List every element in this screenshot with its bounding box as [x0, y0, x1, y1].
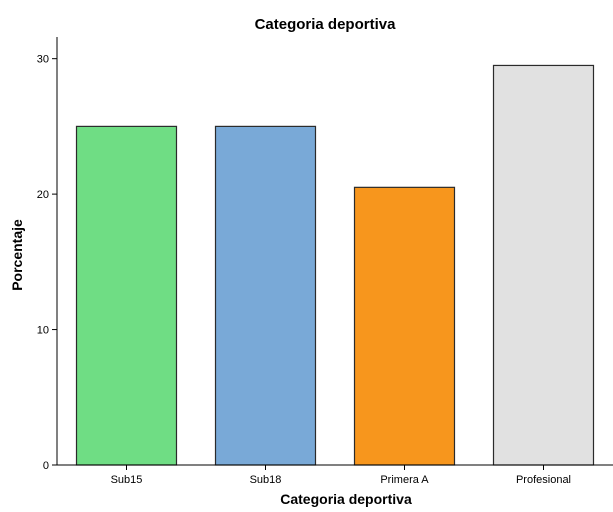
y-axis-label: Porcentaje [9, 219, 25, 291]
y-tick-label: 10 [37, 325, 49, 337]
y-tick-label: 20 [37, 189, 49, 201]
y-tick-label: 30 [37, 54, 49, 66]
x-tick-label: Sub18 [250, 474, 282, 486]
bar-sub18 [214, 125, 317, 466]
x-tick-label: Sub15 [111, 474, 143, 486]
bar-sub15 [75, 125, 178, 466]
y-tick-label: 0 [43, 460, 49, 472]
x-tick-label: Primera A [380, 474, 429, 486]
plot-area: Sub15 Sub18 Primera A Profesional 0 10 20 30 [37, 37, 613, 486]
x-axis-label: Categoria deportiva [280, 491, 412, 507]
x-tick-label: Profesional [516, 474, 571, 486]
bar-primera-a [353, 186, 456, 466]
bar-profesional [492, 64, 595, 466]
chart-title: Categoria deportiva [255, 16, 397, 33]
